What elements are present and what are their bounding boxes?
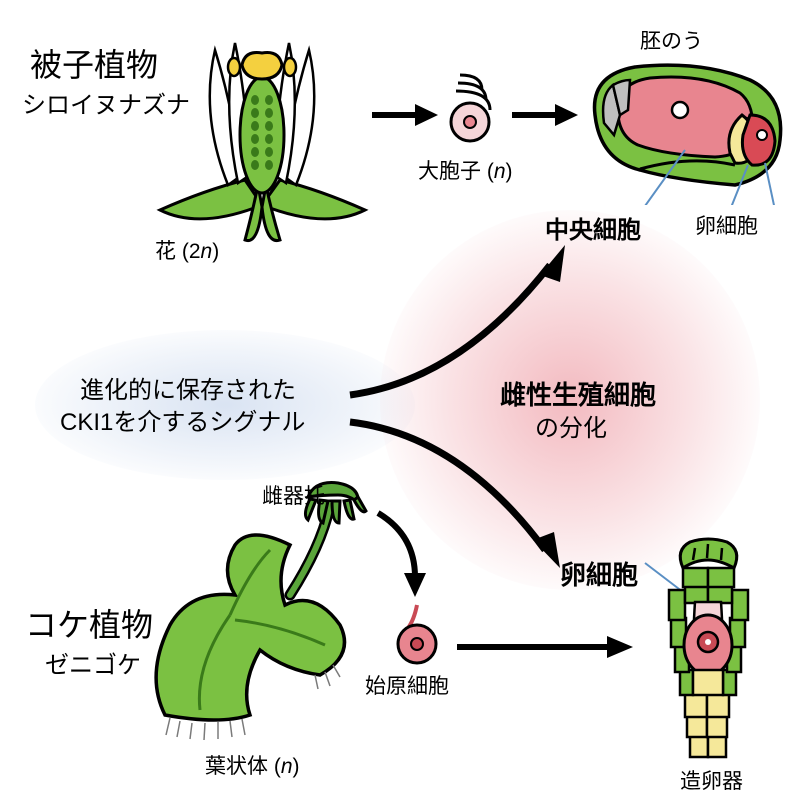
thallus-label-text: 葉状体 ( [205, 755, 281, 778]
megaspore-label: 大胞子 (n) [418, 155, 513, 185]
thallus-label: 葉状体 (n) [205, 750, 300, 780]
flower-label-text: 花 (2 [155, 240, 201, 263]
flower-label-n: n [201, 240, 213, 263]
center-left-line1: 進化的に保存された [80, 370, 296, 405]
egg-cell-label-top: 卵細胞 [695, 210, 758, 240]
arrow-head-to-initial [370, 505, 440, 605]
arrow-flower-to-spore [370, 100, 440, 130]
archegonium-illustration [645, 530, 775, 770]
flower-label: 花 (2n) [155, 235, 219, 265]
thallus-illustration [140, 475, 400, 745]
thallus-close: ) [293, 755, 300, 778]
angiosperm-title: 被子植物 [30, 40, 158, 86]
megaspore-n: n [494, 160, 506, 183]
embryo-sac-illustration [580, 55, 790, 205]
egg-cell-label-bottom: 卵細胞 [560, 555, 638, 592]
thallus-n: n [281, 755, 293, 778]
arrow-to-central-cell [330, 230, 610, 410]
initial-cell-label: 始原細胞 [365, 670, 449, 700]
embryo-sac-label: 胚のう [640, 25, 703, 55]
bryophyte-title: コケ植物 [25, 600, 153, 646]
archegonium-label: 造卵器 [680, 765, 743, 795]
megaspore-label-text: 大胞子 ( [418, 160, 494, 183]
initial-cell-illustration [390, 600, 445, 670]
arrow-initial-to-archegonium [455, 632, 635, 662]
flower-label-close: ) [212, 240, 219, 263]
megaspore-close: ) [506, 160, 513, 183]
archegoniophore-label: 雌器托 [262, 480, 325, 510]
bryophyte-subtitle: ゼニゴケ [45, 645, 141, 680]
megaspore-illustration [440, 70, 500, 150]
flower-illustration [150, 35, 375, 245]
arrow-spore-to-sac [510, 100, 580, 130]
center-left-line2: CKI1を介するシグナル [60, 402, 305, 437]
